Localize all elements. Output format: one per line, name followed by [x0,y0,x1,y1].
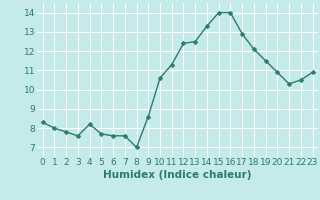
X-axis label: Humidex (Indice chaleur): Humidex (Indice chaleur) [103,170,252,180]
